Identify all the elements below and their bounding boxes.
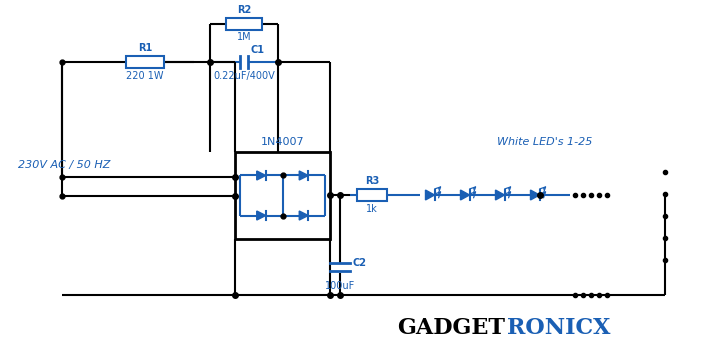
Text: 0.22uF/400V: 0.22uF/400V [213, 71, 275, 81]
Bar [235, 152, 330, 239]
Bar [357, 189, 387, 201]
Text: White LED's 1-25: White LED's 1-25 [498, 137, 593, 147]
Polygon shape [531, 190, 539, 200]
Bar [126, 56, 164, 68]
Polygon shape [300, 211, 308, 220]
Text: R1: R1 [138, 43, 152, 53]
Polygon shape [461, 190, 469, 200]
Text: C1: C1 [250, 45, 264, 55]
Text: GADGET: GADGET [397, 317, 505, 339]
Text: R3: R3 [365, 176, 379, 186]
Polygon shape [426, 190, 434, 200]
Polygon shape [257, 171, 266, 180]
Text: RONICX: RONICX [507, 317, 611, 339]
Polygon shape [300, 171, 308, 180]
Text: 220 1W: 220 1W [126, 71, 163, 81]
Text: 230V AC / 50 HZ: 230V AC / 50 HZ [18, 160, 110, 170]
Polygon shape [495, 190, 505, 200]
Text: 100uF: 100uF [325, 281, 355, 291]
Polygon shape [257, 211, 266, 220]
Text: 1N4007: 1N4007 [261, 137, 305, 147]
Text: 1k: 1k [366, 204, 378, 214]
Text: 1M: 1M [237, 32, 251, 42]
Text: C2: C2 [352, 258, 366, 268]
Text: R2: R2 [237, 5, 251, 15]
Bar [226, 18, 262, 30]
